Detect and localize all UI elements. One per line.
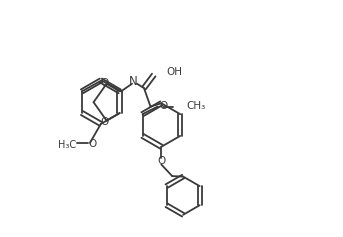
Text: O: O — [157, 156, 165, 166]
Text: OH: OH — [167, 67, 182, 77]
Text: O: O — [160, 100, 168, 110]
Text: CH₃: CH₃ — [187, 100, 206, 110]
Text: N: N — [129, 75, 138, 88]
Text: H₃C: H₃C — [58, 140, 76, 150]
Text: O: O — [89, 139, 97, 149]
Text: O: O — [100, 78, 109, 88]
Text: O: O — [100, 117, 109, 127]
